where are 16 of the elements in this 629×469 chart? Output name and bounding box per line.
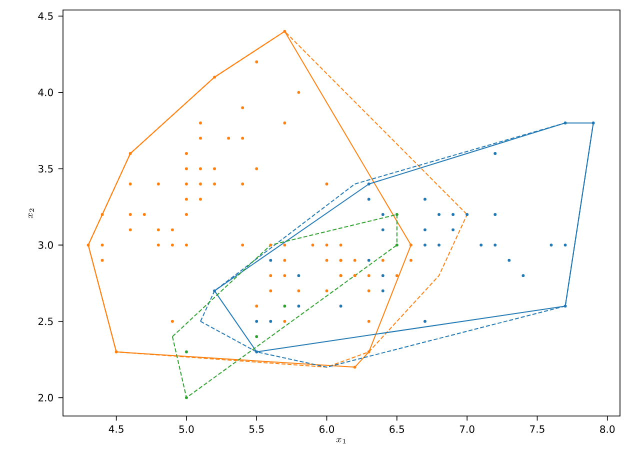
x-tick-label: 5.0 [179, 425, 194, 433]
x-axis-title: $x_1$ [336, 438, 346, 444]
x-tick-label: 6.5 [390, 425, 404, 433]
x-tick-label: 4.5 [108, 425, 124, 433]
y-tick-label: 2.5 [38, 318, 53, 326]
y-tick-label: 2.0 [38, 394, 53, 402]
y-axis-title: $x_2$ [28, 208, 34, 218]
y-tick-label: 4.5 [38, 12, 53, 20]
y-tick-label: 4.0 [38, 88, 53, 96]
x-tick-label: 7.5 [530, 425, 544, 433]
y-tick-label: 3.5 [38, 164, 53, 173]
y-tick-label: 3.0 [38, 241, 53, 249]
x-tick-label: 8.0 [600, 425, 615, 433]
x-tick-label: 6.0 [320, 425, 334, 433]
x-tick-label: 5.5 [249, 425, 264, 433]
x-tick-label: 7.0 [460, 425, 474, 433]
